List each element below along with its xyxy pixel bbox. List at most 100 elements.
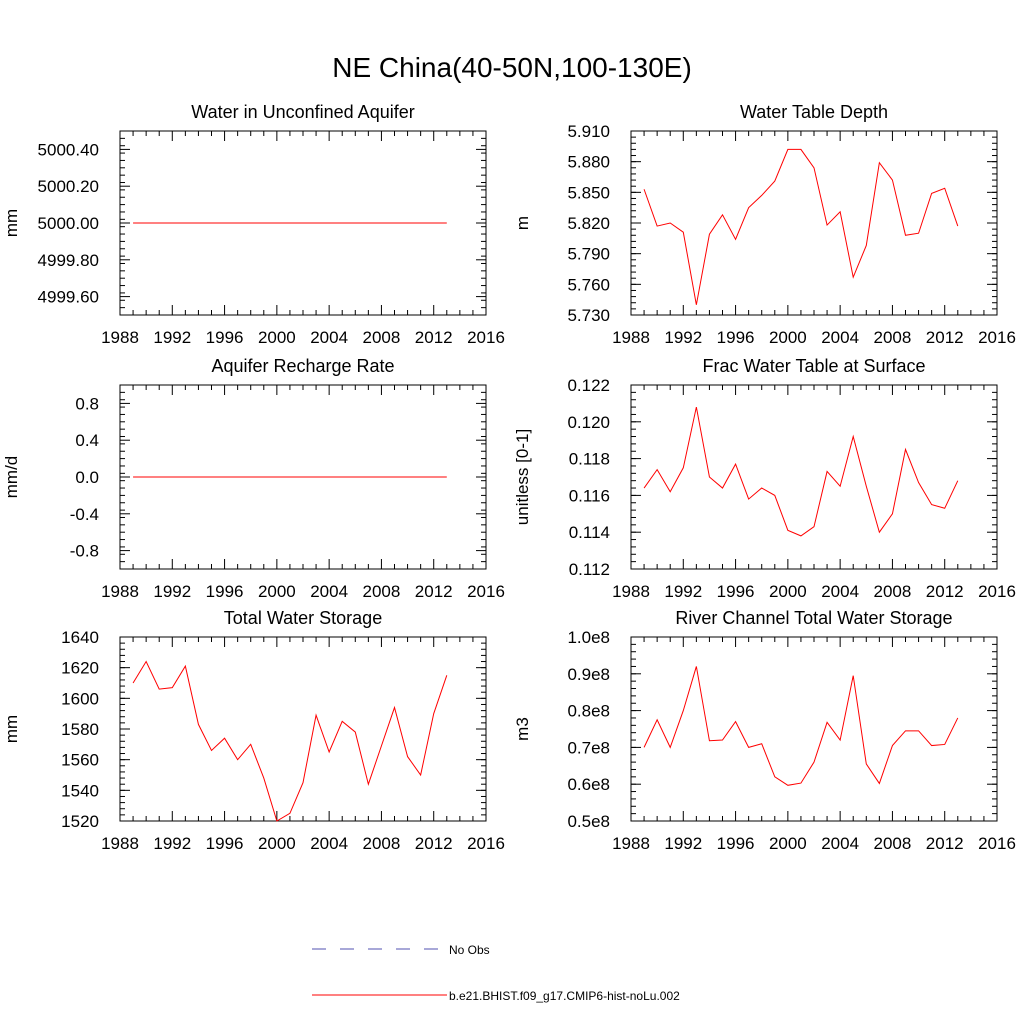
x-tick-label: 2016: [467, 582, 505, 601]
plot-frame: [630, 130, 998, 316]
x-tick-label: 1988: [612, 834, 650, 853]
x-tick-label: 2012: [926, 834, 964, 853]
y-axis-label: m3: [513, 717, 532, 741]
x-tick-label: 2016: [467, 834, 505, 853]
y-tick-label: 5000.40: [38, 140, 99, 159]
y-tick-label: 1.0e8: [567, 628, 610, 647]
plot-frame: [630, 636, 998, 822]
x-tick-label: 2000: [769, 582, 807, 601]
panel-title: River Channel Total Water Storage: [675, 608, 952, 628]
y-tick-label: 0.7e8: [567, 738, 610, 757]
y-tick-label: 5000.20: [38, 177, 99, 196]
y-tick-label: 4999.60: [38, 288, 99, 307]
page-title: NE China(40-50N,100-130E): [332, 52, 692, 83]
x-tick-label: 2004: [821, 328, 859, 347]
panel-total-water-storage: Total Water Storage mm 1988 1992 1996 2000 200…: [2, 608, 505, 853]
panel-water-table-depth: Water Table Depth m 1988 1992 1996 2000 2004 20…: [513, 102, 1016, 347]
y-axis-label: unitless [0-1]: [513, 429, 532, 525]
x-tick-label: 1992: [153, 582, 191, 601]
panel-frac-water-table-at-surface: Frac Water Table at Surface unitless [0-1…: [513, 356, 1016, 601]
x-tick-label: 2012: [415, 834, 453, 853]
series-line-frac-water-table-at-surface: [643, 406, 959, 537]
x-tick-label: 1988: [101, 582, 139, 601]
y-tick-label: 5000.00: [38, 214, 99, 233]
y-tick-label: 0.9e8: [567, 665, 610, 684]
x-tick-label: 2016: [978, 582, 1016, 601]
y-tick-label: 1600: [61, 689, 99, 708]
y-tick-label: 0.112: [569, 560, 610, 579]
y-tick-label: 1620: [61, 659, 99, 678]
panel-title: Aquifer Recharge Rate: [211, 356, 394, 376]
y-tick-label: 5.730: [567, 306, 610, 325]
y-tick-label: 0.122: [567, 376, 610, 395]
x-tick-label: 2004: [821, 582, 859, 601]
x-tick-label: 1992: [664, 582, 702, 601]
x-tick-label: 2004: [310, 582, 348, 601]
x-tick-label: 1992: [664, 834, 702, 853]
x-tick-label: 2000: [258, 582, 296, 601]
y-tick-label: 0.114: [569, 523, 610, 542]
y-tick-label: 5.850: [567, 183, 610, 202]
x-tick-label: 2012: [926, 582, 964, 601]
y-tick-label: 0.6e8: [567, 775, 610, 794]
y-tick-label: 0.0: [75, 468, 99, 487]
y-tick-label: 1520: [61, 812, 99, 831]
y-tick-label: 1580: [61, 720, 99, 739]
x-tick-label: 2000: [769, 834, 807, 853]
x-tick-label: 1996: [717, 834, 755, 853]
y-tick-label: 5.760: [567, 275, 610, 294]
x-tick-label: 2000: [258, 328, 296, 347]
x-tick-label: 2012: [926, 328, 964, 347]
x-tick-label: 1996: [206, 834, 244, 853]
y-tick-label: 1640: [61, 628, 99, 647]
x-tick-label: 2000: [258, 834, 296, 853]
panel-water-in-unconfined-aquifer: Water in Unconfined Aquifer mm 1988 1992 199…: [2, 102, 505, 347]
y-tick-label: -0.8: [70, 542, 99, 561]
series-line-total-water-storage: [132, 660, 448, 822]
x-tick-label: 1992: [664, 328, 702, 347]
x-tick-label: 2000: [769, 328, 807, 347]
panel-aquifer-recharge-rate: Aquifer Recharge Rate mm/d 1988 1992 1996 200…: [2, 356, 505, 601]
x-tick-label: 2012: [415, 328, 453, 347]
y-tick-label: 0.8e8: [567, 702, 610, 721]
x-tick-label: 1988: [101, 834, 139, 853]
y-tick-label: 0.116: [569, 486, 610, 505]
panel-title: Water in Unconfined Aquifer: [191, 102, 414, 122]
x-tick-label: 2008: [874, 834, 912, 853]
y-tick-label: 0.4: [75, 431, 99, 450]
y-axis-label: mm/d: [2, 456, 21, 499]
y-tick-label: 4999.80: [38, 251, 99, 270]
panel-title: Frac Water Table at Surface: [702, 356, 925, 376]
y-tick-label: -0.4: [70, 505, 99, 524]
y-tick-label: 0.120: [567, 413, 610, 432]
y-tick-label: 5.790: [567, 245, 610, 264]
y-tick-label: 5.880: [567, 153, 610, 172]
panel-river-channel-total-water-storage: River Channel Total Water Storage m3 1988 1…: [513, 608, 1016, 853]
x-tick-label: 1996: [717, 328, 755, 347]
x-tick-label: 2016: [978, 834, 1016, 853]
x-tick-label: 2016: [467, 328, 505, 347]
x-tick-label: 1996: [717, 582, 755, 601]
x-tick-label: 1992: [153, 834, 191, 853]
x-tick-label: 2008: [874, 328, 912, 347]
y-axis-label: mm: [2, 715, 21, 743]
x-tick-label: 1988: [612, 328, 650, 347]
x-tick-label: 2016: [978, 328, 1016, 347]
y-tick-label: 0.118: [569, 450, 610, 469]
x-tick-label: 2012: [415, 582, 453, 601]
x-tick-label: 2008: [363, 328, 401, 347]
series-line-river-channel-total-water-storage: [643, 666, 959, 786]
x-tick-label: 1996: [206, 328, 244, 347]
y-tick-label: 5.820: [567, 214, 610, 233]
plot-frame: [119, 636, 487, 822]
y-tick-label: 0.8: [75, 394, 99, 413]
series-line-water-table-depth: [643, 148, 959, 305]
plot-frame: [630, 384, 998, 570]
x-tick-label: 1996: [206, 582, 244, 601]
panel-title: Water Table Depth: [740, 102, 888, 122]
y-tick-label: 1540: [61, 781, 99, 800]
y-axis-label: m: [513, 216, 532, 230]
x-tick-label: 1988: [101, 328, 139, 347]
panel-title: Total Water Storage: [224, 608, 382, 628]
x-tick-label: 2004: [310, 328, 348, 347]
